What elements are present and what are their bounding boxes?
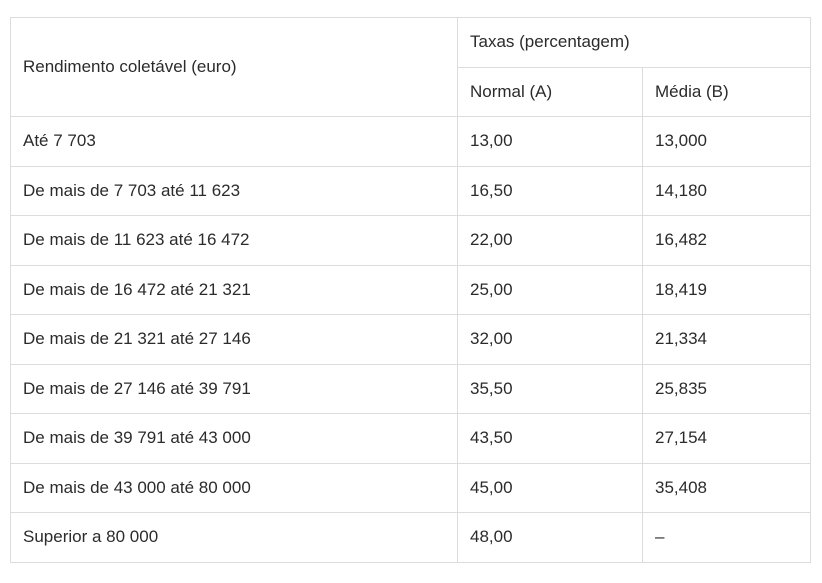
header-normal: Normal (A) [457, 66, 643, 117]
average-rate-cell: 14,180 [642, 165, 811, 216]
average-rate-cell: 35,408 [642, 462, 811, 513]
header-row-top: Rendimento coletável (euro) Taxas (perce… [10, 17, 811, 117]
normal-rate-cell: 16,50 [457, 165, 643, 216]
table-row: De mais de 39 791 até 43 000 43,50 27,15… [10, 413, 811, 464]
header-row-bottom: Normal (A) Média (B) [11, 66, 811, 117]
bracket-cell: De mais de 21 321 até 27 146 [10, 314, 458, 365]
average-rate-cell: 18,419 [642, 264, 811, 315]
table-row: De mais de 11 623 até 16 472 22,00 16,48… [10, 215, 811, 266]
tax-rates-table-container: Rendimento coletável (euro) Taxas (perce… [10, 17, 811, 563]
bracket-cell: De mais de 16 472 até 21 321 [10, 264, 458, 315]
average-rate-cell: 27,154 [642, 413, 811, 464]
table-header: Rendimento coletável (euro) Taxas (perce… [10, 17, 811, 117]
normal-rate-cell: 25,00 [457, 264, 643, 315]
bracket-cell: Superior a 80 000 [10, 512, 458, 563]
bracket-cell: De mais de 11 623 até 16 472 [10, 215, 458, 266]
table-body: Até 7 703 13,00 13,000 De mais de 7 703 … [10, 116, 811, 563]
bracket-cell: De mais de 39 791 até 43 000 [10, 413, 458, 464]
table-row: Até 7 703 13,00 13,000 [10, 116, 811, 167]
header-media: Média (B) [642, 66, 811, 117]
table-row: Superior a 80 000 48,00 – [10, 512, 811, 563]
normal-rate-cell: 35,50 [457, 363, 643, 414]
table-row: De mais de 7 703 até 11 623 16,50 14,180 [10, 165, 811, 216]
table-row: De mais de 21 321 até 27 146 32,00 21,33… [10, 314, 811, 365]
normal-rate-cell: 48,00 [457, 512, 643, 563]
normal-rate-cell: 13,00 [457, 116, 643, 167]
header-rendimento: Rendimento coletável (euro) [10, 17, 458, 117]
normal-rate-cell: 43,50 [457, 413, 643, 464]
average-rate-cell: 16,482 [642, 215, 811, 266]
table-row: De mais de 27 146 até 39 791 35,50 25,83… [10, 363, 811, 414]
normal-rate-cell: 45,00 [457, 462, 643, 513]
table-row: De mais de 43 000 até 80 000 45,00 35,40… [10, 462, 811, 513]
header-taxas: Taxas (percentagem) [457, 17, 811, 68]
normal-rate-cell: 22,00 [457, 215, 643, 266]
average-rate-cell: 13,000 [642, 116, 811, 167]
bracket-cell: De mais de 7 703 até 11 623 [10, 165, 458, 216]
average-rate-cell: 25,835 [642, 363, 811, 414]
bracket-cell: De mais de 43 000 até 80 000 [10, 462, 458, 513]
normal-rate-cell: 32,00 [457, 314, 643, 365]
average-rate-cell: – [642, 512, 811, 563]
tax-rates-table: Rendimento coletável (euro) Taxas (perce… [10, 17, 811, 563]
table-row: De mais de 16 472 até 21 321 25,00 18,41… [10, 264, 811, 315]
average-rate-cell: 21,334 [642, 314, 811, 365]
bracket-cell: De mais de 27 146 até 39 791 [10, 363, 458, 414]
bracket-cell: Até 7 703 [10, 116, 458, 167]
